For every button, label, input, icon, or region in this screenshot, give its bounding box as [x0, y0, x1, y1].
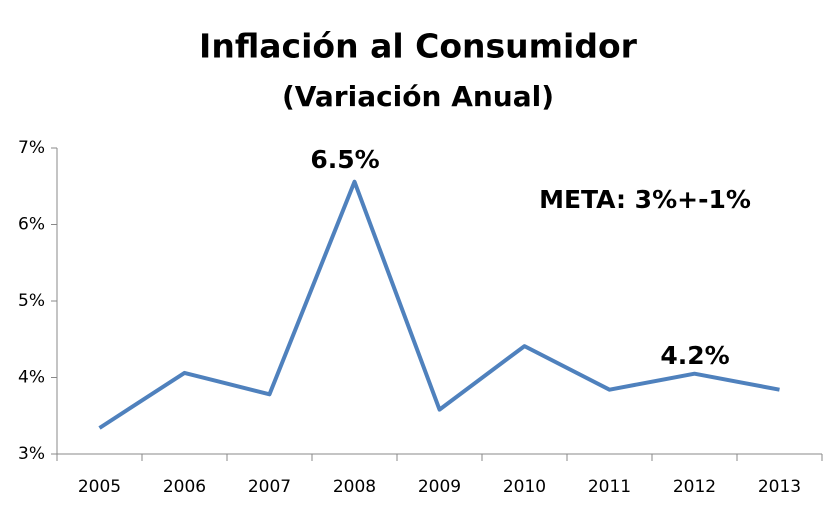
y-tick-label: 7%: [18, 138, 45, 158]
x-tick-label: 2012: [673, 477, 716, 497]
y-tick-label: 4%: [18, 368, 45, 388]
x-tick-label: 2005: [78, 477, 121, 497]
annotation: 4.2%: [660, 341, 729, 370]
annotation: 6.5%: [310, 145, 379, 174]
chart-title: Inflación al Consumidor: [199, 27, 638, 66]
x-tick-label: 2013: [758, 477, 801, 497]
x-tick-label: 2006: [163, 477, 206, 497]
x-tick-label: 2007: [248, 477, 291, 497]
x-tick-label: 2009: [418, 477, 461, 497]
x-tick-label: 2011: [588, 477, 631, 497]
x-tick-label: 2010: [503, 477, 546, 497]
series-line: [98, 179, 780, 430]
annotation: META: 3%+-1%: [539, 185, 751, 214]
y-tick-label: 5%: [18, 291, 45, 311]
chart-subtitle: (Variación Anual): [282, 80, 554, 113]
y-tick-label: 6%: [18, 215, 45, 235]
x-tick-label: 2008: [333, 477, 376, 497]
y-tick-label: 3%: [18, 444, 45, 464]
